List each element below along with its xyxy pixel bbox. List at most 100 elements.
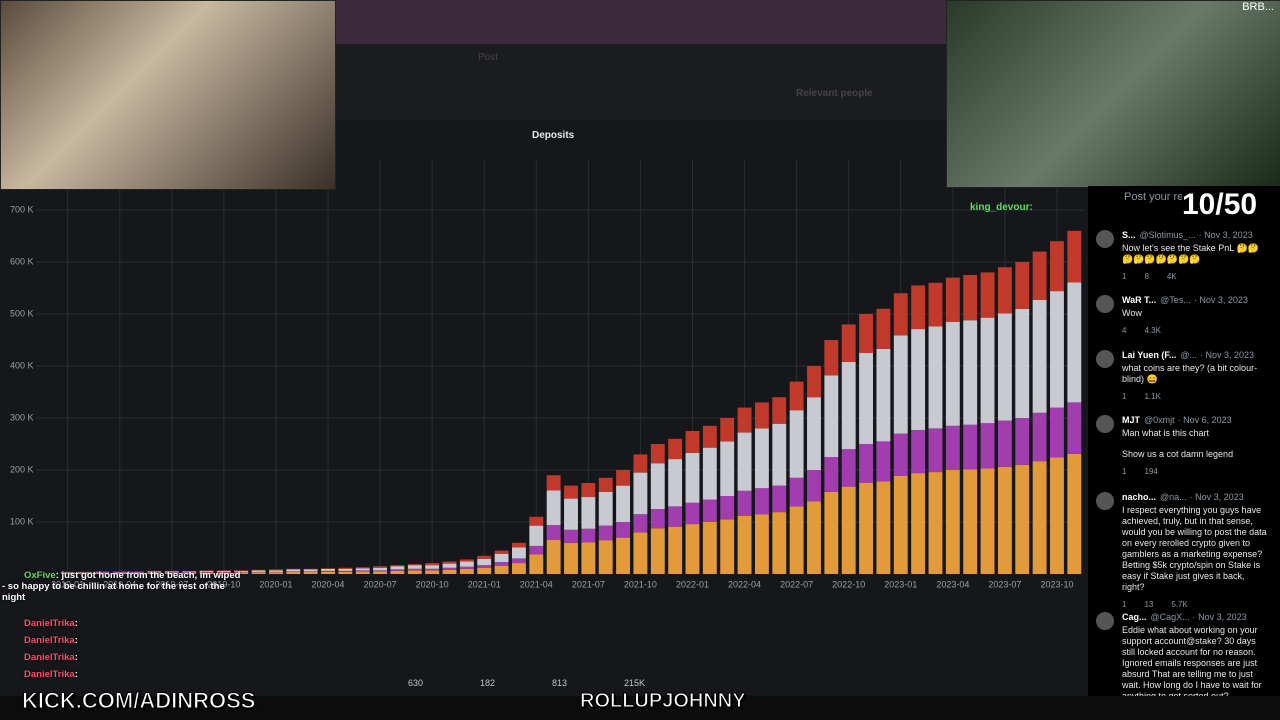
stat-views[interactable]: 194 xyxy=(1144,467,1158,476)
bar-segment xyxy=(494,562,509,566)
chat-user: DanielTrika xyxy=(24,669,75,680)
x-tick-label: 2020-01 xyxy=(259,579,292,589)
bar-segment xyxy=(373,571,388,574)
tweet: nacho... @na... · Nov 3, 2023 I respect eve… xyxy=(1092,492,1268,610)
bar-segment xyxy=(199,571,214,573)
bar-segment xyxy=(546,525,561,540)
bar-segment xyxy=(251,569,266,571)
bar-segment xyxy=(893,475,908,574)
tweet-header: MJT @0xmjt · Nov 6, 2023 xyxy=(1122,415,1268,426)
bar-segment xyxy=(633,454,648,473)
stat-likes[interactable]: 8 xyxy=(1144,272,1149,281)
reply-prompt[interactable]: Post your reply xyxy=(1124,191,1198,203)
tweet-body: MJT @0xmjt · Nov 6, 2023 Man what is this c… xyxy=(1122,415,1268,477)
post-stat-likes[interactable]: 813 xyxy=(552,678,568,688)
bar-segment xyxy=(720,418,735,442)
post-stat-replies[interactable]: 630 xyxy=(408,678,424,688)
bar-segment xyxy=(945,425,960,470)
stat-views[interactable]: 4K xyxy=(1166,272,1177,281)
avatar xyxy=(1096,415,1114,433)
bar-segment xyxy=(685,452,700,503)
tweet-text: Eddie what about working on your support… xyxy=(1122,625,1262,701)
bar-segment xyxy=(876,481,891,574)
bar-segment xyxy=(182,571,197,573)
author-handle: @na... xyxy=(1160,492,1187,502)
bar-segment xyxy=(772,485,787,513)
chat-line: DanielTrika: xyxy=(2,635,242,646)
x-tick-label: 2019-01 xyxy=(51,579,84,589)
bar-segment xyxy=(564,485,578,499)
taskbar xyxy=(0,696,1280,720)
bar-segment xyxy=(824,457,839,492)
x-tick-label: 2023-04 xyxy=(936,579,969,589)
bar-segment xyxy=(893,335,908,434)
post-stat-retweets[interactable]: 182 xyxy=(480,678,496,688)
bar-segment xyxy=(980,468,995,574)
chat-user: OxFive xyxy=(24,570,56,581)
bar-segment xyxy=(442,569,457,574)
x-tick-label: 2022-04 xyxy=(728,579,761,589)
bar-segment xyxy=(911,473,926,574)
bar-segment xyxy=(1032,299,1047,413)
bar-segment xyxy=(633,514,648,533)
x-tick-label: 2021-07 xyxy=(572,579,605,589)
bar-segment xyxy=(997,466,1012,574)
bar-segment xyxy=(980,423,995,469)
bar-segment xyxy=(685,431,700,453)
bar-segment xyxy=(459,561,474,567)
tweet-stats: 1 13 5.7K xyxy=(1122,599,1268,610)
bar-segment xyxy=(199,570,214,571)
bar-segment xyxy=(963,320,978,425)
bar-segment xyxy=(130,572,145,573)
post-stat-views[interactable]: 215K xyxy=(624,678,646,688)
stat-likes[interactable]: 1 xyxy=(1122,392,1127,401)
author-handle: @Tes... xyxy=(1160,295,1191,305)
chat-message: : xyxy=(74,669,78,680)
tweet-text: Now let's see the Stake PnL 🤔🤔🤔🤔🤔🤔🤔🤔🤔 xyxy=(1122,243,1259,264)
bar-segment xyxy=(598,477,613,492)
stat-views[interactable]: 5.7K xyxy=(1171,600,1188,609)
tweet-header: Cag... @CagX... · Nov 3, 2023 xyxy=(1122,612,1268,623)
tweet-stats: 1 194 xyxy=(1122,466,1268,477)
y-tick-label: 300 K xyxy=(10,412,34,422)
stat-likes[interactable]: 1 xyxy=(1122,467,1127,476)
bar-segment xyxy=(442,563,457,568)
stat-views[interactable]: 4.3K xyxy=(1144,326,1161,335)
bar-segment xyxy=(598,540,613,574)
bar-segment xyxy=(824,375,839,457)
bar-segment xyxy=(494,550,509,554)
tweet-header: nacho... @na... · Nov 3, 2023 xyxy=(1122,492,1268,503)
bar-segment xyxy=(598,525,613,541)
author-name: Lai Yuen (F... xyxy=(1122,350,1177,360)
stat-replies[interactable]: 1 xyxy=(1122,272,1127,281)
stat-replies[interactable]: 1 xyxy=(1122,600,1127,609)
bar-segment xyxy=(616,522,631,538)
bar-segment xyxy=(390,566,405,570)
banner-right: ROLLUPJOHNNY xyxy=(580,690,747,713)
bar-segment xyxy=(511,563,526,574)
bar-segment xyxy=(720,496,735,520)
bar-segment xyxy=(199,572,214,574)
bar-segment xyxy=(147,572,162,574)
bar-segment xyxy=(529,554,544,574)
bar-segment xyxy=(564,529,578,543)
bar-segment xyxy=(234,571,249,573)
stat-likes[interactable]: 13 xyxy=(1144,600,1154,609)
bar-segment xyxy=(95,571,110,573)
tweet-text: Wow xyxy=(1122,308,1142,318)
stat-likes[interactable]: 4 xyxy=(1122,326,1127,335)
bar-segment xyxy=(1015,464,1030,574)
bar-segment xyxy=(373,567,388,571)
tweet-date: · Nov 3, 2023 xyxy=(1198,230,1253,240)
tab-deposits[interactable]: Deposits xyxy=(532,130,575,141)
stat-views[interactable]: 1.1K xyxy=(1144,392,1161,401)
bar-segment xyxy=(980,272,995,318)
bar-segment xyxy=(112,571,127,572)
chat-message: : just got home from the beach, im wiped… xyxy=(2,570,241,603)
bar-segment xyxy=(598,491,613,526)
chat-user: DanielTrika xyxy=(24,635,75,646)
bar-segment xyxy=(529,545,544,555)
side-header: Relevant people xyxy=(796,88,873,99)
bar-segment xyxy=(321,568,335,569)
bar-segment xyxy=(859,314,873,353)
